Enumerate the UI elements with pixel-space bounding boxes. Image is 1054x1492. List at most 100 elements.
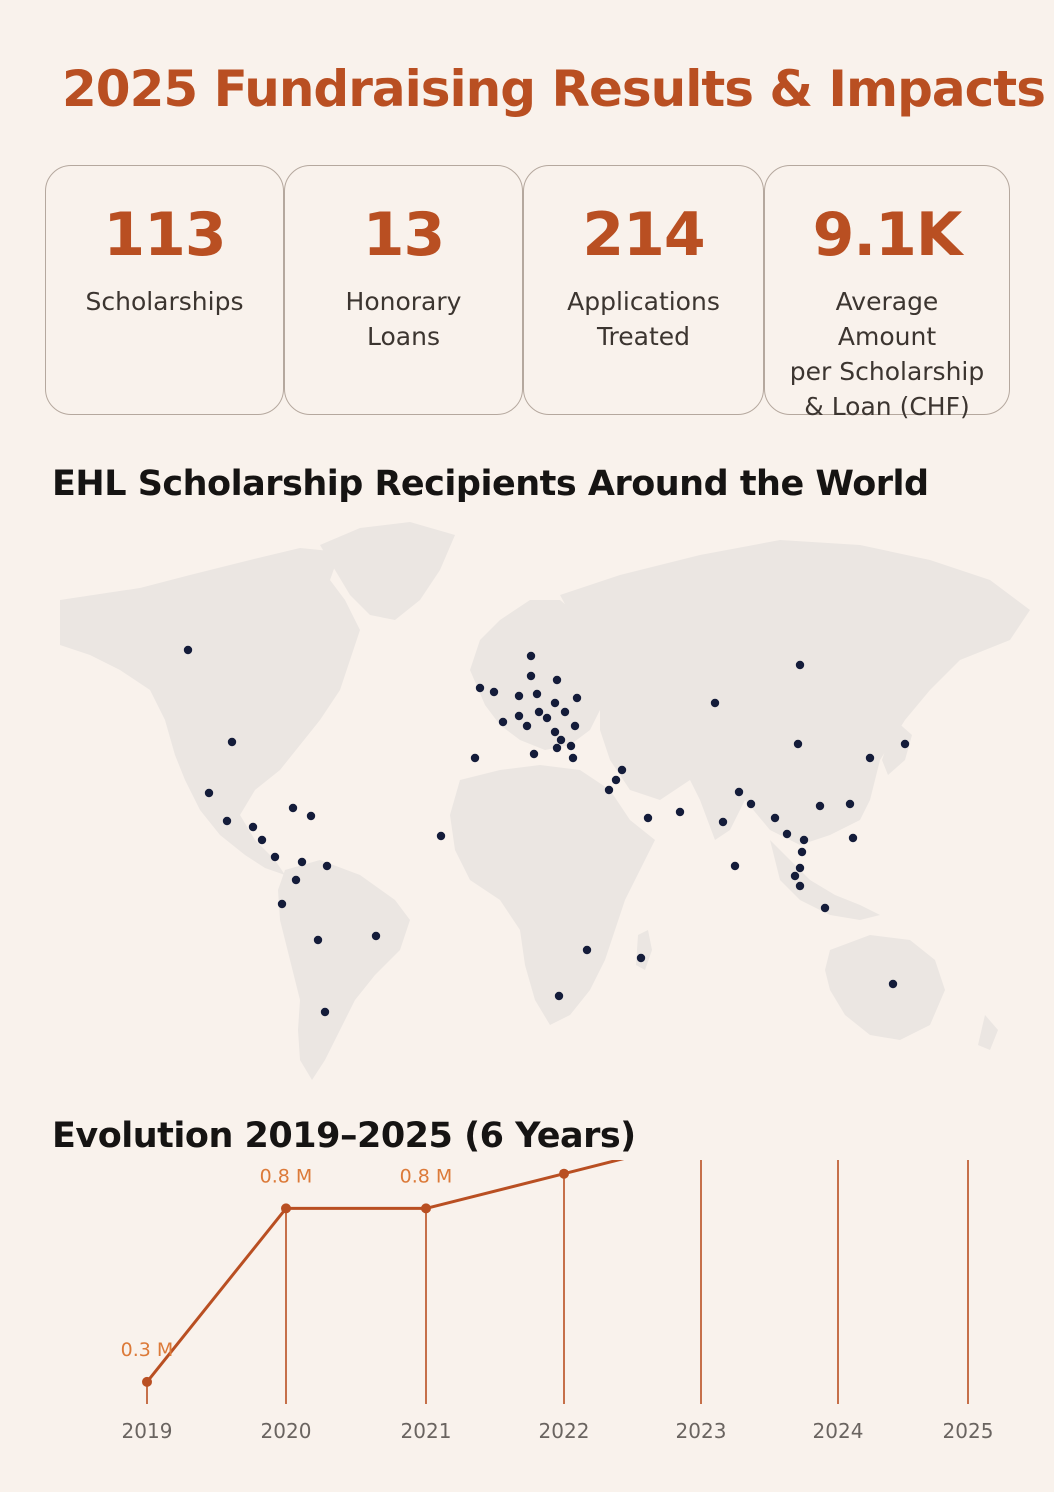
recipient-marker xyxy=(306,811,316,821)
landmass-south-america xyxy=(278,860,410,1080)
recipient-marker xyxy=(489,687,499,697)
landmass-japan xyxy=(882,720,912,775)
recipient-marker xyxy=(498,717,508,727)
data-label: 0.8 M xyxy=(400,1165,453,1187)
recipient-marker xyxy=(222,816,232,826)
recipient-marker xyxy=(770,813,780,823)
x-axis-ticks: 2019 2020 2021 2022 2023 2024 2025 xyxy=(122,1419,994,1443)
recipient-marker xyxy=(730,861,740,871)
recipient-marker xyxy=(815,801,825,811)
landmass-north-america xyxy=(60,548,360,875)
recipient-marker xyxy=(795,881,805,891)
recipient-marker xyxy=(550,698,560,708)
recipient-marker xyxy=(320,1007,330,1017)
data-labels: 0.3 M0.8 M0.8 M0.9 M1.0 M1.1 M1.1 M xyxy=(121,1165,453,1361)
recipient-marker xyxy=(793,739,803,749)
recipient-marker xyxy=(532,689,542,699)
world-land xyxy=(60,522,1030,1080)
recipient-marker xyxy=(534,707,544,717)
recipient-marker xyxy=(582,945,592,955)
recipient-marker xyxy=(514,711,524,721)
recipient-marker xyxy=(288,803,298,813)
recipient-marker xyxy=(526,651,536,661)
evolution-line-chart: 0.3 M0.8 M0.8 M0.9 M1.0 M1.1 M1.1 M20192… xyxy=(121,1160,994,1443)
recipient-marker xyxy=(572,693,582,703)
data-point xyxy=(142,1376,152,1387)
recipient-marker xyxy=(436,831,446,841)
recipient-marker xyxy=(848,833,858,843)
recipient-marker xyxy=(797,847,807,857)
data-point xyxy=(421,1203,431,1214)
stat-card-applications: 214 Applications Treated xyxy=(523,165,764,415)
recipient-marker xyxy=(475,683,485,693)
x-tick-label: 2021 xyxy=(401,1419,452,1443)
stat-label: Average Amount per Scholarship & Loan (C… xyxy=(789,287,985,421)
recipient-marker xyxy=(820,903,830,913)
recipient-marker xyxy=(183,645,193,655)
recipient-marker xyxy=(718,817,728,827)
stat-label: Honorary Loans xyxy=(345,287,462,351)
recipient-markers xyxy=(183,645,910,1017)
recipient-marker xyxy=(782,829,792,839)
world-map xyxy=(60,522,1030,1080)
x-tick-label: 2020 xyxy=(261,1419,312,1443)
recipient-marker xyxy=(710,698,720,708)
recipient-marker xyxy=(227,737,237,747)
recipient-marker xyxy=(522,721,532,731)
recipient-marker xyxy=(636,953,646,963)
series-line xyxy=(145,1160,625,1383)
recipient-marker xyxy=(795,660,805,670)
recipient-marker xyxy=(204,788,214,798)
x-tick-label: 2024 xyxy=(813,1419,864,1443)
recipient-marker xyxy=(611,775,621,785)
recipient-marker xyxy=(297,857,307,867)
stat-value: 113 xyxy=(103,200,226,270)
landmass-europe xyxy=(470,600,605,750)
stat-value: 13 xyxy=(362,200,446,270)
recipient-marker xyxy=(795,863,805,873)
recipient-marker xyxy=(675,807,685,817)
recipient-marker xyxy=(313,935,323,945)
stat-value: 9.1K xyxy=(812,200,963,270)
recipient-marker xyxy=(790,871,800,881)
recipient-marker xyxy=(529,749,539,759)
recipient-marker xyxy=(560,707,570,717)
data-label: 0.3 M xyxy=(121,1339,174,1361)
data-label: 0.8 M xyxy=(260,1165,313,1187)
recipient-marker xyxy=(550,727,560,737)
landmass-asia xyxy=(560,540,1030,845)
recipient-marker xyxy=(570,721,580,731)
recipient-marker xyxy=(526,671,536,681)
landmass-greenland xyxy=(320,522,455,620)
stat-card-average-amount: 9.1K Average Amount per Scholarship & Lo… xyxy=(764,165,1010,421)
stat-card-scholarships: 113 Scholarships xyxy=(45,165,284,415)
x-tick-label: 2025 xyxy=(943,1419,994,1443)
recipient-marker xyxy=(643,813,653,823)
page-title: 2025 Fundraising Results & Impacts xyxy=(62,60,1046,118)
landmass-madagascar xyxy=(636,930,652,970)
recipient-marker xyxy=(277,899,287,909)
recipient-marker xyxy=(865,753,875,763)
x-tick-label: 2019 xyxy=(122,1419,173,1443)
recipient-marker xyxy=(291,875,301,885)
map-section-title: EHL Scholarship Recipients Around the Wo… xyxy=(52,464,929,504)
recipient-marker xyxy=(568,753,578,763)
landmass-australia xyxy=(825,935,945,1040)
landmass-africa xyxy=(450,765,655,1025)
data-points xyxy=(142,1168,569,1387)
landmass-new-zealand xyxy=(978,1015,998,1050)
recipient-marker xyxy=(248,822,258,832)
data-point xyxy=(559,1168,569,1179)
recipient-marker xyxy=(554,991,564,1001)
recipient-marker xyxy=(470,753,480,763)
recipient-marker xyxy=(566,741,576,751)
recipient-marker xyxy=(734,787,744,797)
recipient-marker xyxy=(542,713,552,723)
recipient-marker xyxy=(514,691,524,701)
stat-value: 214 xyxy=(582,200,705,270)
x-tick-label: 2023 xyxy=(676,1419,727,1443)
recipient-marker xyxy=(746,799,756,809)
stat-card-honorary-loans: 13 Honorary Loans xyxy=(284,165,523,415)
data-point xyxy=(281,1203,291,1214)
recipient-marker xyxy=(552,743,562,753)
